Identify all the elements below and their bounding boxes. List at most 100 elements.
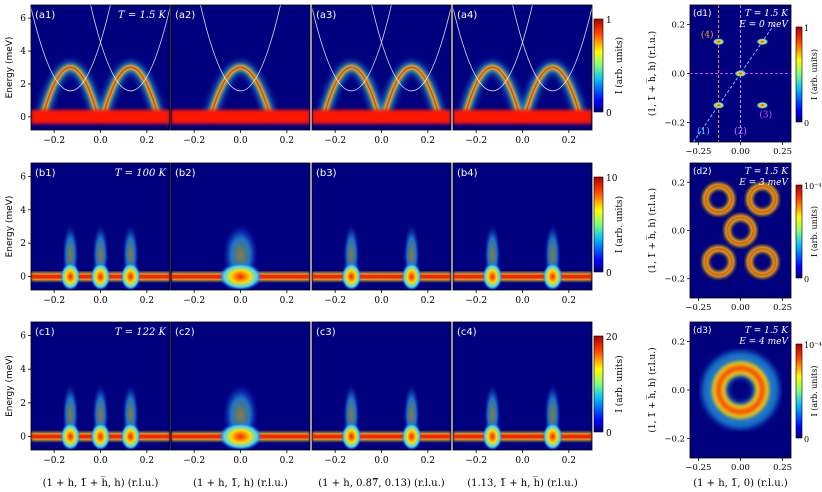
y-tick-label: 0: [20, 433, 26, 443]
colorbar-label: I (arb. units): [614, 196, 625, 253]
x-tick-label: 0.0: [93, 296, 108, 306]
diffuse-peak: [218, 262, 263, 290]
energy-label: E = 3 meV: [738, 178, 789, 188]
panel-a4: (a4) −0.2 0.0 0.2: [452, 4, 593, 146]
diffuse-peak: [401, 262, 422, 290]
panel-id: (a4): [457, 10, 477, 21]
y-tick-label: 0.0: [671, 70, 685, 80]
x-tick-label: −0.2: [465, 296, 487, 306]
colorbar-min: 0: [606, 269, 612, 279]
y-tick-label: 6: [20, 14, 26, 24]
panel-id: (a2): [175, 10, 195, 21]
y-tick-label: 0.0: [671, 386, 685, 396]
elastic-line: [453, 274, 592, 279]
colorbar-min: 0: [606, 109, 612, 119]
x-axis-label: (1 + h, 1̅ + h̅, h) (r.l.u.): [43, 477, 159, 489]
diffuse-peak: [401, 422, 422, 450]
x-tick-label: 0.2: [562, 456, 576, 466]
x-tick-label: 0.00: [731, 463, 750, 473]
model-curve: [200, 5, 281, 92]
model-curve: [512, 5, 592, 92]
panel-c3: (c3) −0.2 0.0 0.2 (1 + h, 0.87̅, 0.13) (r.l.…: [311, 321, 452, 489]
panel-id: (a1): [35, 10, 55, 21]
diffuse-peak: [482, 422, 503, 450]
diffuse-peak: [542, 262, 563, 290]
cut-label-2: (2): [734, 126, 747, 137]
colorbar-row-1: 1 0 I (arb. units): [593, 16, 625, 119]
y-axis-label: Energy (meV): [5, 196, 15, 258]
cut-line-1: [692, 24, 775, 142]
panel-background: [312, 163, 451, 290]
x-tick-label: −0.25: [685, 147, 711, 157]
y-tick-label: 4: [20, 206, 26, 216]
colorbar-d1: 1 0 I (arb. units): [795, 24, 819, 128]
panel-id: (a3): [316, 10, 336, 21]
colorbar: [593, 18, 604, 113]
diffuse-peak: [60, 262, 81, 290]
x-tick-label: −0.2: [324, 136, 346, 146]
colorbar: [593, 176, 604, 273]
magnon-band-core: [463, 66, 521, 118]
panel-id: (c4): [457, 327, 477, 338]
colorbar: [593, 335, 604, 433]
colorbar-min: 0: [804, 435, 809, 444]
model-curve: [453, 5, 533, 92]
x-tick-label: 0.0: [515, 456, 530, 466]
x-tick-label: −0.2: [183, 296, 205, 306]
diffuse-peak: [341, 262, 362, 290]
panel-id: (c3): [316, 327, 336, 338]
x-tick-label: 0.0: [233, 456, 248, 466]
magnon-ring-core: [704, 247, 733, 276]
temperature-label: T = 100 K: [115, 168, 167, 179]
x-tick-label: −0.2: [465, 136, 487, 146]
y-tick-label: 6: [20, 172, 26, 182]
y-tick-label: −0.2: [664, 275, 685, 285]
y-tick-label: 0.2: [671, 337, 685, 347]
x-tick-label: 0.2: [421, 296, 435, 306]
panel-id: (d1): [693, 9, 711, 19]
bragg-spot: [712, 101, 725, 109]
panel-background: [453, 322, 592, 450]
magnon-band-core: [209, 66, 272, 118]
panel-b4: (b4) −0.2 0.0 0.2: [452, 162, 593, 306]
x-tick-label: −0.2: [43, 456, 65, 466]
colorbar-min: 0: [606, 429, 612, 439]
diffuse-peak: [90, 422, 111, 450]
y-axis-label: Energy (meV): [5, 355, 15, 417]
magnon-band-core: [102, 66, 160, 118]
model-curve: [371, 5, 451, 92]
panel-d1: (4) (1) (2) (3) (d1) T = 1.5 KE = 0 meV −0.25 0…: [646, 4, 792, 157]
elastic-line: [312, 109, 451, 124]
panel-id: (b4): [457, 168, 478, 179]
x-tick-label: 0.2: [280, 456, 294, 466]
temperature-label: T = 1.5 K: [745, 167, 789, 177]
x-tick-label: 0.0: [374, 296, 389, 306]
x-tick-label: 0.0: [374, 456, 389, 466]
y-tick-label: −0.2: [664, 435, 685, 445]
x-tick-label: 0.2: [421, 456, 435, 466]
colorbar: [795, 184, 803, 279]
model-curve: [90, 5, 170, 92]
colorbar-d2: 10⁻⁴ 0 I (arb. units): [795, 182, 822, 284]
panel-b3: (b3) −0.2 0.0 0.2: [311, 162, 452, 306]
colorbar-label: I (arb. units): [810, 366, 819, 417]
elastic-line: [312, 274, 451, 279]
x-tick-label: 0.25: [773, 147, 792, 157]
panel-c1: (c1) T = 122 K −0.2 0.0 0.2 0 2 4 6 Energy (meV) (…: [5, 321, 171, 489]
panel-id: (b2): [175, 168, 196, 179]
model-curve: [31, 5, 111, 92]
bragg-spot: [756, 101, 769, 109]
panel-a2: (a2) −0.2 0.0 0.2: [170, 4, 311, 146]
diffuse-peak: [90, 262, 111, 290]
energy-label: E = 4 meV: [738, 337, 789, 347]
colorbar-max: 1: [804, 24, 809, 33]
x-tick-label: −0.2: [43, 136, 65, 146]
diffuse-peak: [120, 262, 141, 290]
x-tick-label: 0.0: [515, 296, 530, 306]
magnon-ring-core: [748, 247, 777, 276]
colorbar-label: I (arb. units): [810, 49, 819, 100]
elastic-line: [171, 109, 310, 124]
diffuse-peak: [60, 422, 81, 450]
magnon-ring-core: [748, 185, 777, 214]
temperature-label: T = 1.5 K: [745, 326, 789, 336]
